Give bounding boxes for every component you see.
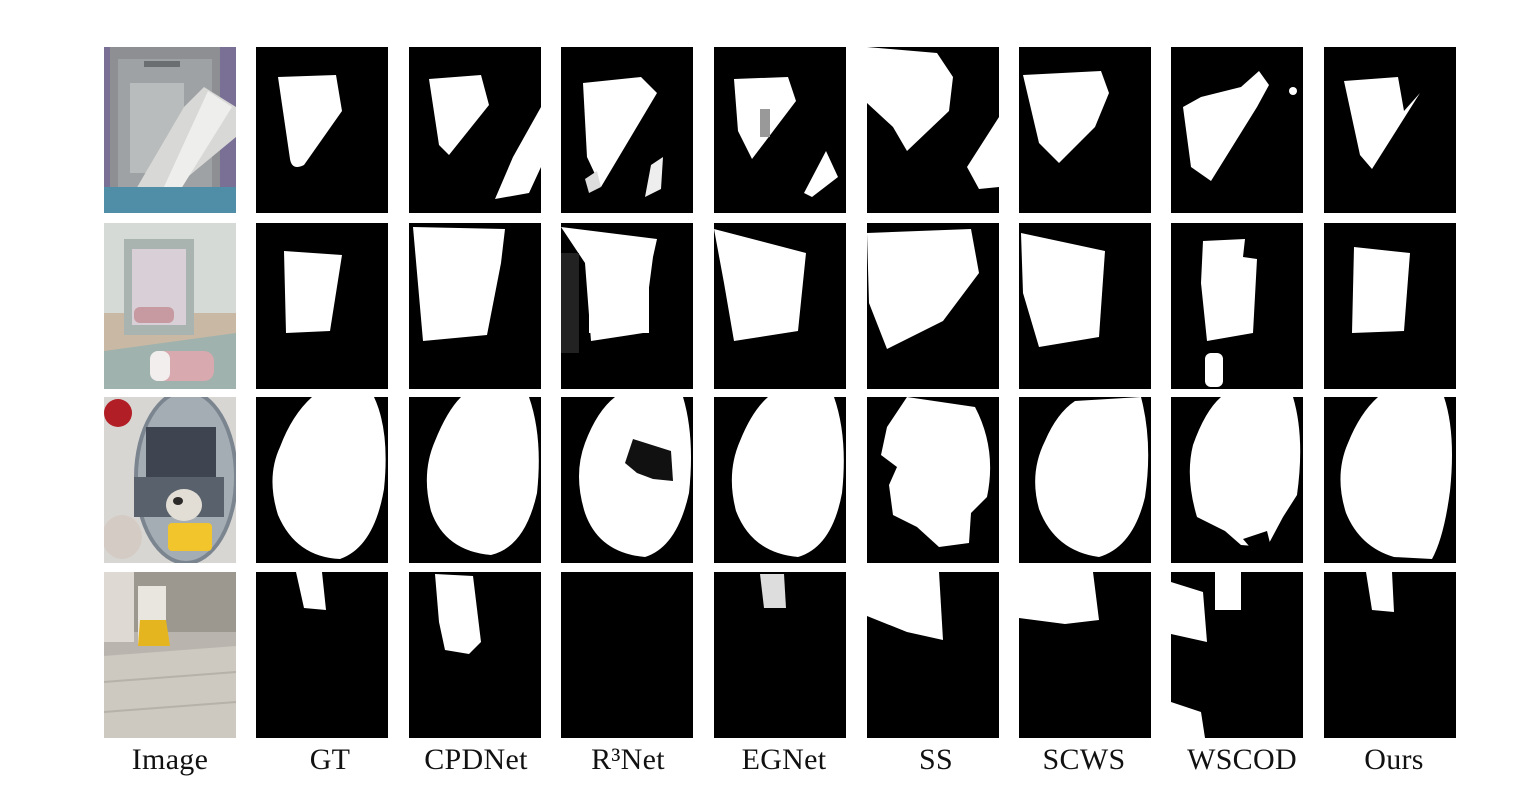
ours-mask-row-3 (1324, 397, 1456, 563)
scws-mask-row-3 (1019, 397, 1151, 563)
ours-mask-row-1 (1324, 47, 1456, 213)
cpdnet-mask-row-3 (409, 397, 541, 563)
column-label-image: Image (131, 743, 209, 776)
column-label-r3net: R³Net (591, 743, 665, 776)
r3net-mask-row-3 (561, 397, 693, 563)
scws-mask-row-1 (1019, 47, 1151, 213)
ss-mask-row-4 (867, 572, 999, 738)
r3net-mask-row-1 (561, 47, 693, 213)
egnet-mask-row-1 (714, 47, 846, 213)
column-label-ss: SS (919, 743, 953, 776)
ss-mask-row-1 (867, 47, 999, 213)
gt-mask-row-2 (256, 223, 388, 389)
ss-mask-row-2 (867, 223, 999, 389)
gt-mask-row-4 (256, 572, 388, 738)
column-label-wscod: WSCOD (1187, 743, 1297, 776)
scws-mask-row-2 (1019, 223, 1151, 389)
column-label-ours: Ours (1364, 743, 1424, 776)
cpdnet-mask-row-1 (409, 47, 541, 213)
egnet-mask-row-4 (714, 572, 846, 738)
wscod-mask-row-4 (1171, 572, 1303, 738)
column-label-gt: GT (309, 743, 351, 776)
cpdnet-mask-row-4 (409, 572, 541, 738)
scws-mask-row-4 (1019, 572, 1151, 738)
input-image-row-2 (104, 223, 236, 389)
r3net-mask-row-2 (561, 223, 693, 389)
input-image-row-4 (104, 572, 236, 738)
column-label-scws: SCWS (1042, 743, 1126, 776)
input-image-row-1 (104, 47, 236, 213)
column-label-cpdnet: CPDNet (424, 743, 528, 776)
egnet-mask-row-2 (714, 223, 846, 389)
wscod-mask-row-3 (1171, 397, 1303, 563)
wscod-mask-row-1 (1171, 47, 1303, 213)
cpdnet-mask-row-2 (409, 223, 541, 389)
egnet-mask-row-3 (714, 397, 846, 563)
ours-mask-row-4 (1324, 572, 1456, 738)
gt-mask-row-1 (256, 47, 388, 213)
ss-mask-row-3 (867, 397, 999, 563)
ours-mask-row-2 (1324, 223, 1456, 389)
column-label-egnet: EGNet (741, 743, 827, 776)
gt-mask-row-3 (256, 397, 388, 563)
r3net-mask-row-4 (561, 572, 693, 738)
input-image-row-3 (104, 397, 236, 563)
wscod-mask-row-2 (1171, 223, 1303, 389)
